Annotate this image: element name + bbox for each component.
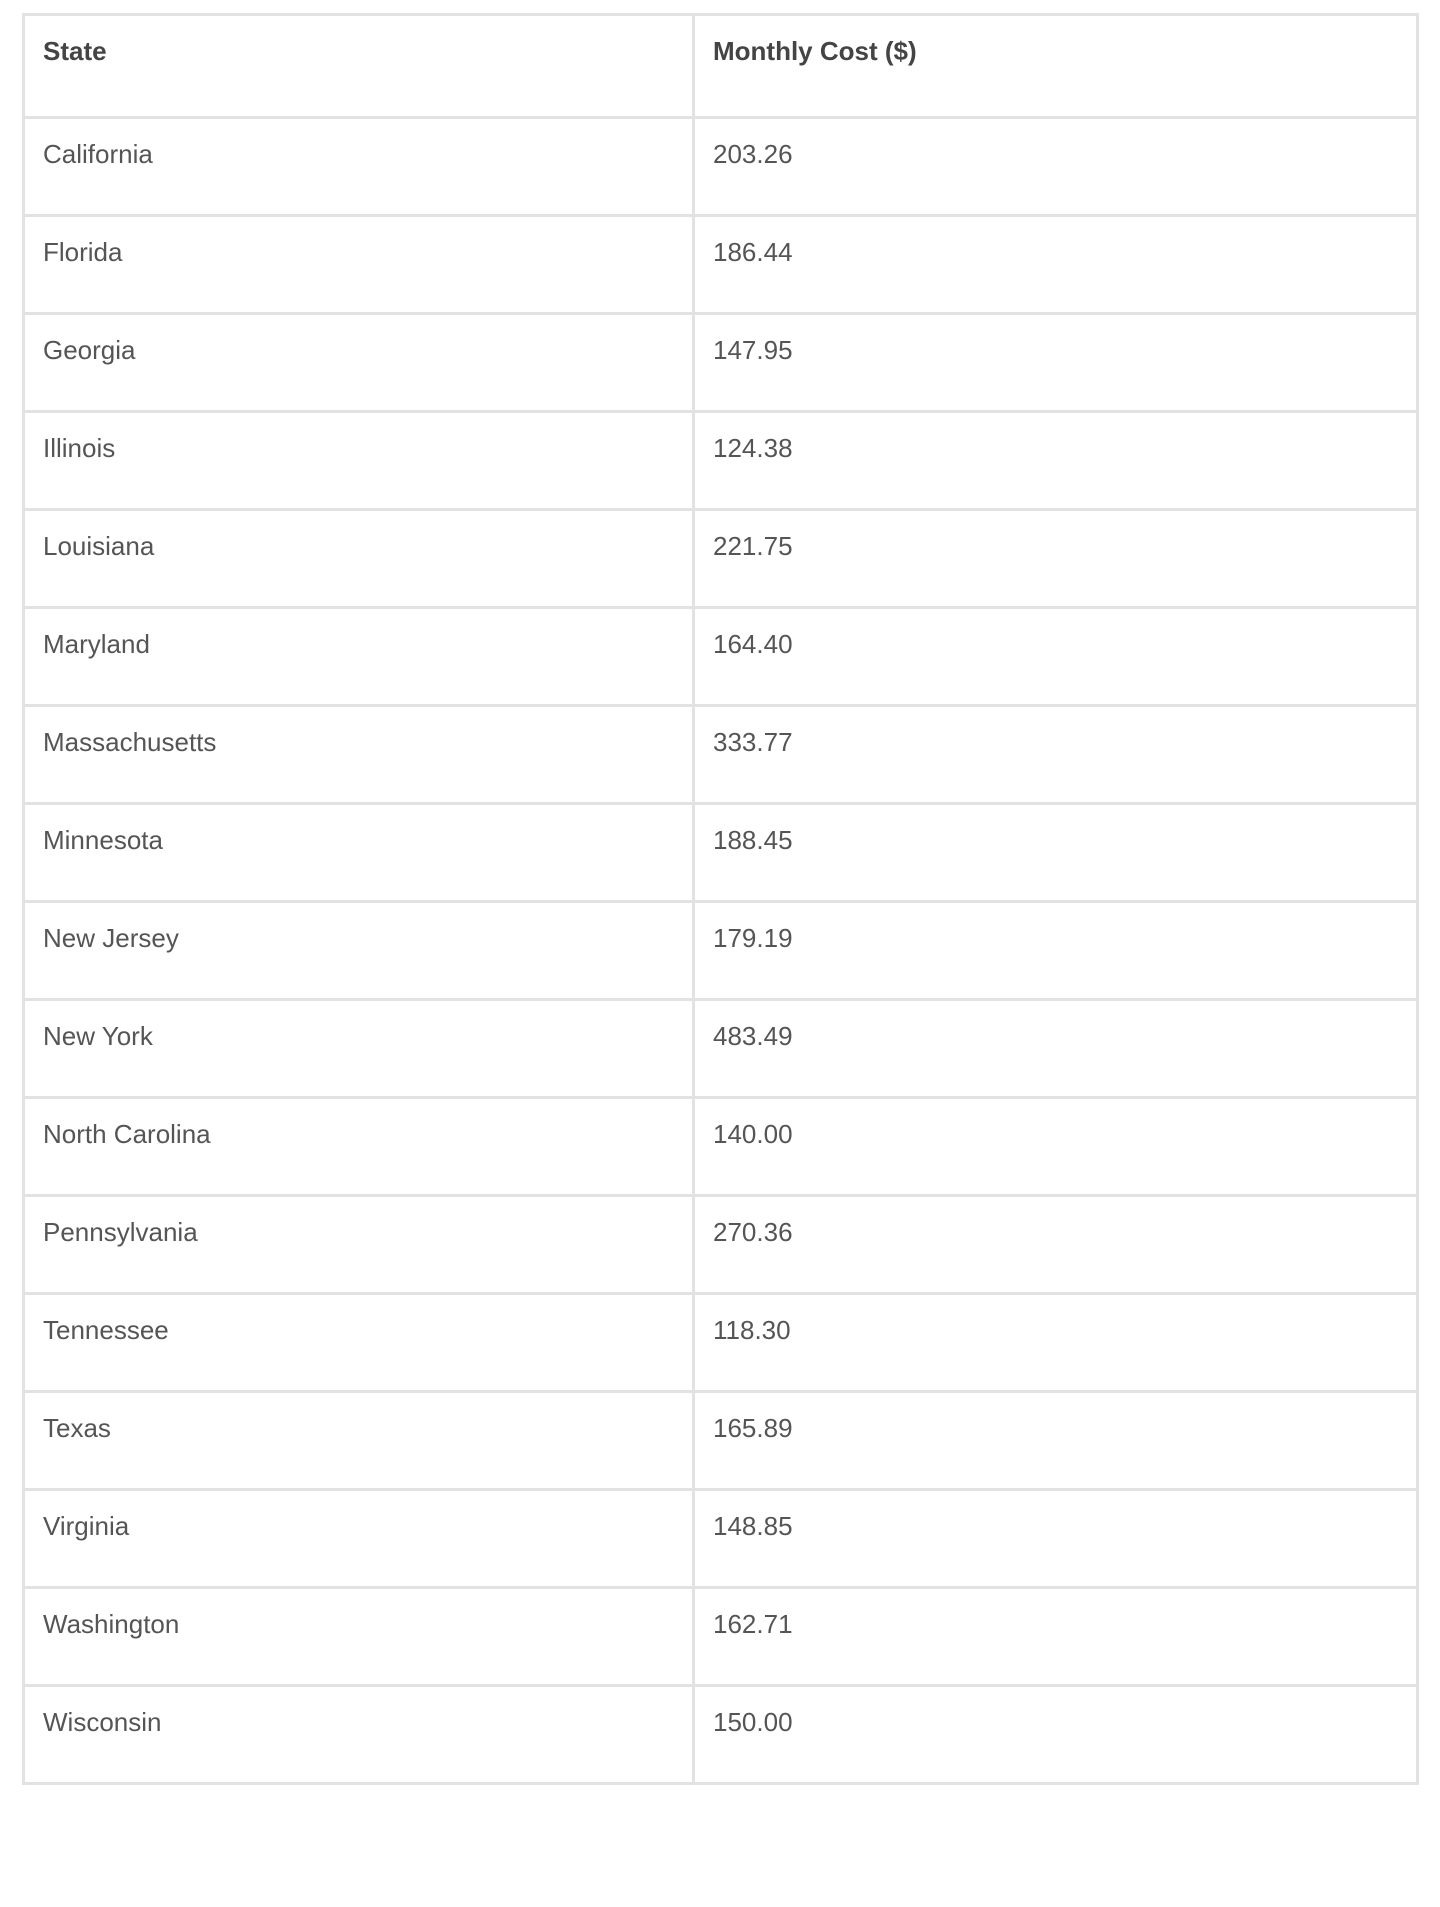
table-row: Maryland 164.40: [22, 606, 1419, 707]
cost-cell: 179.19: [692, 900, 1419, 1001]
state-cell: Massachusetts: [22, 704, 695, 805]
table-row: New York 483.49: [22, 998, 1419, 1099]
table-row: Florida 186.44: [22, 214, 1419, 315]
cost-cell: 147.95: [692, 312, 1419, 413]
state-cell: Tennessee: [22, 1292, 695, 1393]
table-row: Wisconsin 150.00: [22, 1684, 1419, 1785]
table-row: Washington 162.71: [22, 1586, 1419, 1687]
cost-table: State Monthly Cost ($) California 203.26 F…: [22, 13, 1419, 1785]
cost-cell: 221.75: [692, 508, 1419, 609]
cost-cell: 188.45: [692, 802, 1419, 903]
header-state: State: [22, 13, 695, 119]
cost-cell: 148.85: [692, 1488, 1419, 1589]
state-cell: Florida: [22, 214, 695, 315]
cost-cell: 164.40: [692, 606, 1419, 707]
table-row: Georgia 147.95: [22, 312, 1419, 413]
state-cell: Wisconsin: [22, 1684, 695, 1785]
table-row: Tennessee 118.30: [22, 1292, 1419, 1393]
cost-cell: 165.89: [692, 1390, 1419, 1491]
table-row: New Jersey 179.19: [22, 900, 1419, 1001]
state-cell: Pennsylvania: [22, 1194, 695, 1295]
state-cell: New Jersey: [22, 900, 695, 1001]
table-row: Virginia 148.85: [22, 1488, 1419, 1589]
cost-cell: 124.38: [692, 410, 1419, 511]
cost-cell: 150.00: [692, 1684, 1419, 1785]
table-row: Massachusetts 333.77: [22, 704, 1419, 805]
table-row: California 203.26: [22, 116, 1419, 217]
state-cell: Illinois: [22, 410, 695, 511]
table-row: Texas 165.89: [22, 1390, 1419, 1491]
state-cell: New York: [22, 998, 695, 1099]
cost-cell: 483.49: [692, 998, 1419, 1099]
cost-cell: 162.71: [692, 1586, 1419, 1687]
table-row: Louisiana 221.75: [22, 508, 1419, 609]
table-row: Pennsylvania 270.36: [22, 1194, 1419, 1295]
state-cell: Minnesota: [22, 802, 695, 903]
cost-cell: 270.36: [692, 1194, 1419, 1295]
table-row: Illinois 124.38: [22, 410, 1419, 511]
state-cell: Virginia: [22, 1488, 695, 1589]
table-row: North Carolina 140.00: [22, 1096, 1419, 1197]
header-monthly-cost: Monthly Cost ($): [692, 13, 1419, 119]
state-cell: California: [22, 116, 695, 217]
header-row: State Monthly Cost ($): [22, 13, 1419, 119]
cost-cell: 118.30: [692, 1292, 1419, 1393]
cost-cell: 140.00: [692, 1096, 1419, 1197]
state-cell: Louisiana: [22, 508, 695, 609]
state-cell: Maryland: [22, 606, 695, 707]
cost-cell: 186.44: [692, 214, 1419, 315]
cost-cell: 203.26: [692, 116, 1419, 217]
state-cell: Washington: [22, 1586, 695, 1687]
table-row: Minnesota 188.45: [22, 802, 1419, 903]
state-cell: North Carolina: [22, 1096, 695, 1197]
state-cell: Georgia: [22, 312, 695, 413]
state-cell: Texas: [22, 1390, 695, 1491]
cost-cell: 333.77: [692, 704, 1419, 805]
